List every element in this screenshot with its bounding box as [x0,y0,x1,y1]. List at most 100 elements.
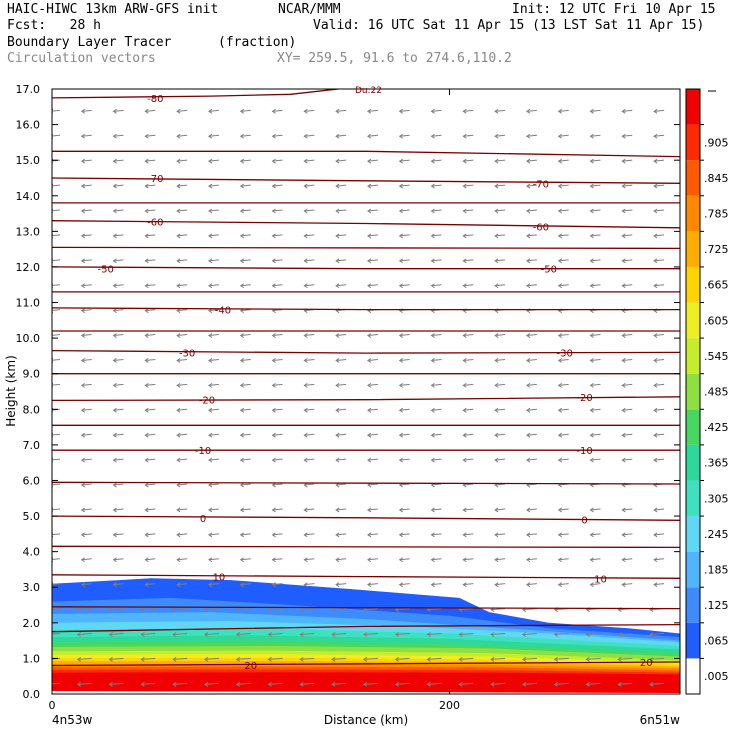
y-tick-label-15: 15.0 [16,154,41,167]
vector-head-275 [589,258,594,264]
vector-arrow-414 [272,358,283,361]
vector-head-813 [235,607,241,613]
vector-arrow-828 [491,608,506,611]
vector-arrow-50 [208,134,219,137]
vector-head-915 [585,656,590,662]
vector-head-151 [526,183,531,189]
vector-head-23 [398,108,403,114]
colorbar-box-8 [686,373,700,410]
vector-arrow-536 [304,433,315,436]
colorbar-box-1 [686,622,700,659]
vector-arrow-238 [654,234,665,237]
vector-arrow-902 [395,657,410,660]
vector-arrow-88 [177,159,188,162]
vector-head-911 [522,656,527,662]
vector-head-315 [589,283,594,289]
vector-arrow-442 [81,383,92,386]
vector-arrow-606 [145,483,156,486]
vector-arrow-468 [495,383,506,386]
vector-head-399 [653,333,658,338]
vector-head-871 [522,632,527,637]
vector-arrow-242 [81,259,92,262]
vector-arrow-446 [145,383,156,386]
y-tick-label-6: 6.0 [23,474,41,487]
vector-head-309 [494,283,499,289]
vector-arrow-220 [367,234,378,237]
vector-arrow-246 [145,259,156,262]
vector-arrow-466 [463,383,474,386]
vector-arrow-570 [208,458,219,461]
vector-head-403 [80,358,86,363]
y-tick-label-7: 7.0 [23,439,41,452]
vector-arrow-888 [173,657,188,660]
colorbar-label-2: .125 [704,599,729,612]
vector-arrow-784 [431,583,442,586]
vector-head-191 [526,208,531,214]
vector-arrow-882 [77,657,92,660]
vector-head-269 [494,258,499,264]
vector-head-643 [80,507,86,513]
vector-arrow-472 [558,383,569,386]
vector-head-137 [303,183,308,189]
vector-arrow-662 [399,508,410,511]
colorbar-label-11: .665 [704,279,729,292]
vector-arrow-712 [558,533,569,536]
vector-arrow-128 [177,184,188,187]
vector-arrow-328 [177,309,188,312]
vector-head-607 [144,482,149,488]
vector-head-433 [557,358,562,363]
vector-head-877 [617,632,622,637]
vector-arrow-566 [145,458,156,461]
vector-arrow-674 [590,508,601,511]
isotherm-label-4-1: -60 [533,223,549,234]
field-name: Boundary Layer Tracer [7,35,172,50]
x-axis-label: Distance (km) [324,713,408,727]
vector-head-85 [112,158,117,164]
vector-arrow-364 [113,334,124,337]
vector-arrow-324 [113,309,124,312]
vector-arrow-160 [52,209,60,212]
y-tick-label-9: 9.0 [23,368,41,381]
vector-arrow-458 [336,383,347,386]
vector-arrow-840 [52,633,60,635]
vector-arrow-306 [463,284,474,287]
vector-arrow-750 [526,558,537,561]
vector-arrow-308 [495,284,506,287]
vector-head-667 [462,507,467,513]
vector-head-917 [617,656,622,662]
vector-arrow-922 [77,682,92,685]
vector-head-123 [80,183,86,189]
vector-arrow-188 [495,209,506,212]
vector-head-483 [80,407,86,413]
colorbar-label-10: .605 [704,314,729,327]
vector-arrow-456 [304,383,315,386]
vector-arrow-626 [463,483,474,486]
vector-head-135 [271,183,276,189]
vector-head-591 [526,457,531,463]
vector-head-749 [494,557,499,563]
vector-head-495 [271,407,276,413]
vector-head-411 [208,358,213,363]
vector-head-745 [430,557,435,563]
vector-head-857 [299,632,304,637]
vector-head-273 [557,258,562,264]
vector-head-185 [430,208,435,214]
vector-head-597 [621,457,626,463]
vector-arrow-764 [113,583,124,586]
vector-arrow-562 [81,458,92,461]
vector-arrow-148 [495,184,506,187]
vector-arrow-396 [622,334,633,337]
vector-arrow-454 [272,383,283,386]
vector-arrow-730 [208,558,219,561]
vector-head-7 [144,108,149,114]
vector-head-797 [621,582,626,588]
vector-head-497 [303,407,308,413]
vector-arrow-500 [367,408,378,411]
vector-arrow-316 [622,284,633,287]
vector-head-701 [367,532,372,538]
vector-head-655 [271,507,276,513]
vector-arrow-854 [268,633,283,635]
isotherm-label-8-0: -40 [215,306,231,317]
vector-arrow-100 [367,159,378,162]
vector-arrow-504 [431,408,442,411]
